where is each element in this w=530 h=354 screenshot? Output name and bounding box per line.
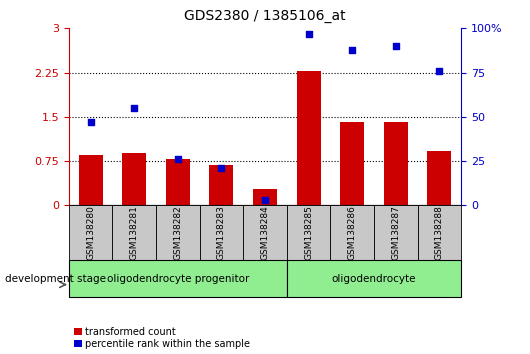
Point — [86, 119, 95, 125]
Bar — [253, 189, 277, 205]
Text: GSM138285: GSM138285 — [304, 205, 313, 260]
Bar — [330, 205, 374, 260]
Bar — [243, 205, 287, 260]
Text: GSM138286: GSM138286 — [348, 205, 357, 260]
Bar — [166, 159, 190, 205]
Bar — [287, 260, 461, 297]
Bar — [79, 155, 103, 205]
Text: oligodendrocyte: oligodendrocyte — [332, 274, 416, 284]
Text: GSM138283: GSM138283 — [217, 205, 226, 260]
Bar — [297, 71, 321, 205]
Bar — [69, 260, 287, 297]
Text: GDS2380 / 1385106_at: GDS2380 / 1385106_at — [184, 9, 346, 23]
Text: GSM138281: GSM138281 — [130, 205, 139, 260]
Legend: transformed count, percentile rank within the sample: transformed count, percentile rank withi… — [74, 327, 251, 349]
Bar — [69, 205, 112, 260]
Text: oligodendrocyte progenitor: oligodendrocyte progenitor — [107, 274, 249, 284]
Point — [261, 197, 269, 203]
Point — [348, 47, 356, 52]
Text: GSM138287: GSM138287 — [391, 205, 400, 260]
Point — [392, 43, 400, 49]
Bar — [156, 205, 200, 260]
Bar — [427, 151, 452, 205]
Bar — [287, 205, 330, 260]
Point — [130, 105, 138, 111]
Point — [304, 31, 313, 36]
Text: GSM138284: GSM138284 — [261, 205, 269, 260]
Bar — [418, 205, 461, 260]
Text: development stage: development stage — [5, 274, 107, 284]
Bar — [340, 121, 364, 205]
Bar — [122, 153, 146, 205]
Text: GSM138282: GSM138282 — [173, 205, 182, 260]
Bar — [200, 205, 243, 260]
Bar — [384, 122, 408, 205]
Text: GSM138280: GSM138280 — [86, 205, 95, 260]
Point — [217, 165, 226, 171]
Bar — [209, 165, 233, 205]
Text: GSM138288: GSM138288 — [435, 205, 444, 260]
Bar — [112, 205, 156, 260]
Bar — [374, 205, 418, 260]
Point — [174, 156, 182, 162]
Point — [435, 68, 444, 74]
